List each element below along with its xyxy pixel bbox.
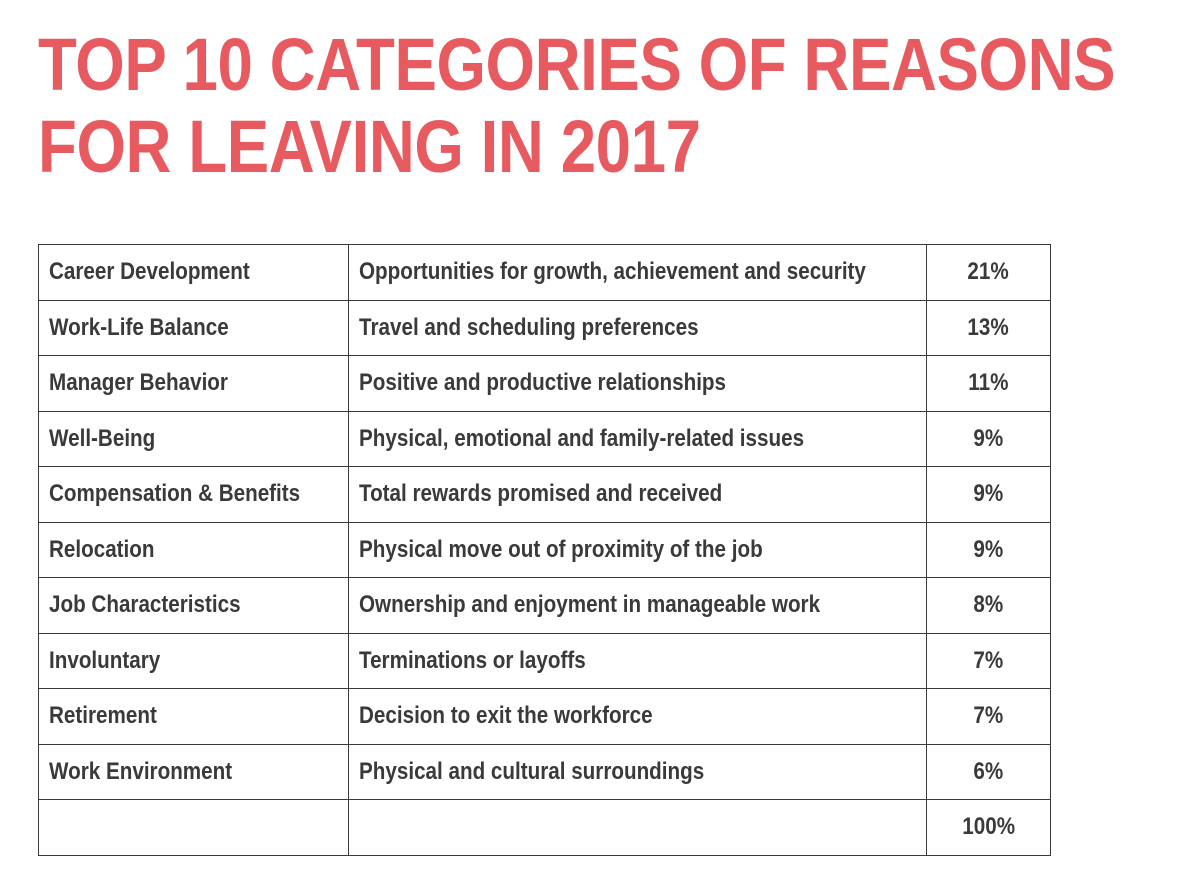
description-label: Travel and scheduling preferences: [359, 313, 699, 341]
description-cell: Physical, emotional and family-related i…: [348, 410, 927, 467]
description-label: Physical and cultural surroundings: [359, 757, 705, 785]
percent-cell: 6%: [926, 743, 1051, 800]
category-label: Work Environment: [49, 757, 233, 785]
category-cell: Well-Being: [38, 410, 349, 467]
description-label: Physical move out of proximity of the jo…: [359, 535, 763, 563]
description-cell: Opportunities for growth, achievement an…: [348, 244, 927, 301]
description-cell: Positive and productive relationships: [348, 355, 927, 412]
percent-value: 9%: [973, 424, 1004, 452]
percent-value: 8%: [973, 591, 1004, 619]
category-label: Retirement: [49, 702, 157, 730]
total-description-cell: [348, 799, 927, 856]
percent-cell: 9%: [926, 410, 1051, 467]
table-row: Work Environment Physical and cultural s…: [38, 743, 1051, 800]
table-row: Involuntary Terminations or layoffs 7%: [38, 632, 1051, 689]
category-label: Well-Being: [49, 424, 156, 452]
description-label: Total rewards promised and received: [359, 480, 723, 508]
category-label: Relocation: [49, 535, 155, 563]
percent-cell: 8%: [926, 577, 1051, 634]
percent-value: 9%: [973, 480, 1004, 508]
category-cell: Work Environment: [38, 743, 349, 800]
description-label: Terminations or layoffs: [359, 646, 586, 674]
percent-value: 11%: [968, 369, 1009, 397]
table-row: Job Characteristics Ownership and enjoym…: [38, 577, 1051, 634]
table-row: Manager Behavior Positive and productive…: [38, 355, 1051, 412]
table-row: Well-Being Physical, emotional and famil…: [38, 410, 1051, 467]
category-label: Compensation & Benefits: [49, 480, 301, 508]
description-cell: Ownership and enjoyment in manageable wo…: [348, 577, 927, 634]
description-cell: Total rewards promised and received: [348, 466, 927, 523]
category-cell: Relocation: [38, 521, 349, 578]
category-cell: Career Development: [38, 244, 349, 301]
total-row: 100%: [38, 799, 1051, 856]
table-row: Compensation & Benefits Total rewards pr…: [38, 466, 1051, 523]
table-row: Career Development Opportunities for gro…: [38, 244, 1051, 301]
percent-cell: 9%: [926, 466, 1051, 523]
category-cell: Job Characteristics: [38, 577, 349, 634]
page-title: TOP 10 CATEGORIES OF REASONS FOR LEAVING…: [38, 23, 1116, 188]
percent-cell: 11%: [926, 355, 1051, 412]
description-cell: Physical move out of proximity of the jo…: [348, 521, 927, 578]
category-cell: Work-Life Balance: [38, 299, 349, 356]
description-cell: Physical and cultural surroundings: [348, 743, 927, 800]
percent-cell: 13%: [926, 299, 1051, 356]
percent-cell: 21%: [926, 244, 1051, 301]
table-row: Work-Life Balance Travel and scheduling …: [38, 299, 1051, 356]
title-line-1: TOP 10 CATEGORIES OF REASONS: [38, 23, 1116, 106]
table-row: Retirement Decision to exit the workforc…: [38, 688, 1051, 745]
description-cell: Decision to exit the workforce: [348, 688, 927, 745]
total-category-cell: [38, 799, 349, 856]
category-cell: Retirement: [38, 688, 349, 745]
category-cell: Manager Behavior: [38, 355, 349, 412]
category-label: Work-Life Balance: [49, 313, 229, 341]
description-label: Decision to exit the workforce: [359, 702, 653, 730]
total-percent-value: 100%: [962, 813, 1015, 841]
category-label: Job Characteristics: [49, 591, 241, 619]
total-percent-cell: 100%: [926, 799, 1051, 856]
description-cell: Terminations or layoffs: [348, 632, 927, 689]
percent-value: 13%: [967, 313, 1010, 341]
reasons-table: Career Development Opportunities for gro…: [38, 244, 1051, 856]
description-label: Positive and productive relationships: [359, 369, 727, 397]
percent-cell: 7%: [926, 688, 1051, 745]
percent-cell: 7%: [926, 632, 1051, 689]
category-cell: Involuntary: [38, 632, 349, 689]
description-label: Ownership and enjoyment in manageable wo…: [359, 591, 821, 619]
title-line-2: FOR LEAVING IN 2017: [38, 105, 701, 188]
description-label: Opportunities for growth, achievement an…: [359, 258, 866, 286]
percent-value: 6%: [973, 757, 1004, 785]
percent-value: 7%: [973, 646, 1004, 674]
description-cell: Travel and scheduling preferences: [348, 299, 927, 356]
description-label: Physical, emotional and family-related i…: [359, 424, 805, 452]
percent-value: 9%: [973, 535, 1004, 563]
percent-value: 7%: [973, 702, 1004, 730]
percent-value: 21%: [967, 258, 1010, 286]
category-label: Career Development: [49, 258, 250, 286]
category-label: Manager Behavior: [49, 369, 228, 397]
table-row: Relocation Physical move out of proximit…: [38, 521, 1051, 578]
category-label: Involuntary: [49, 646, 161, 674]
percent-cell: 9%: [926, 521, 1051, 578]
category-cell: Compensation & Benefits: [38, 466, 349, 523]
